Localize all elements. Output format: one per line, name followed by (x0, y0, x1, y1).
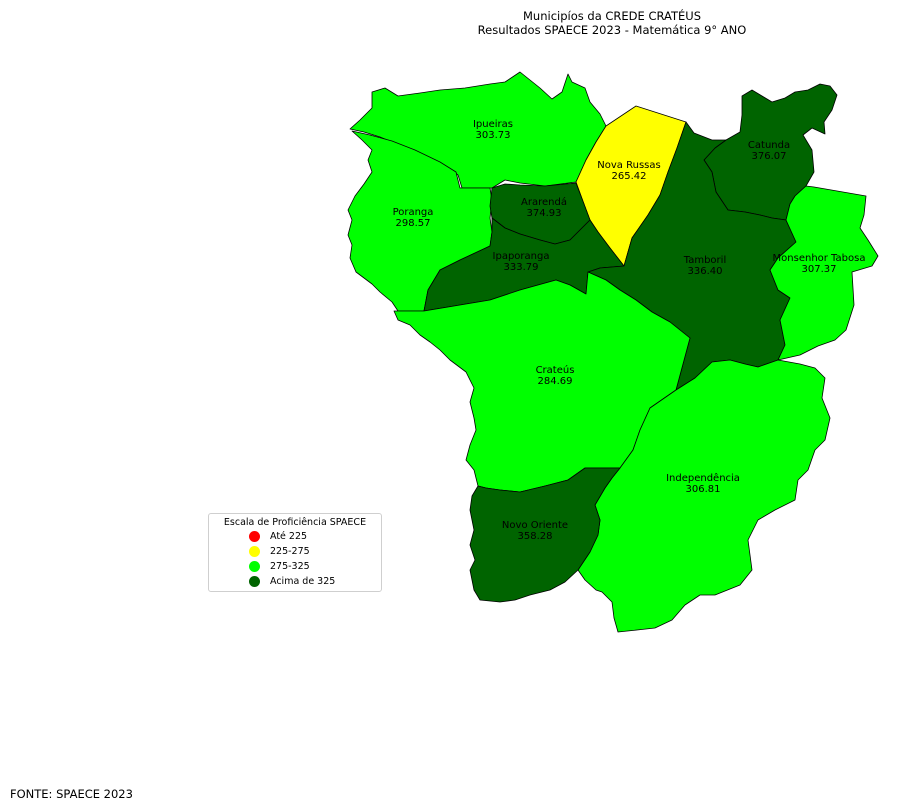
region-value-novo-oriente: 358.28 (518, 531, 553, 542)
map-title-line-2: Resultados SPAECE 2023 - Matemática 9° A… (477, 23, 747, 37)
legend-title: Escala de Proficiência SPAECE (223, 517, 367, 528)
region-name-monsenhor-tabosa: Monsenhor Tabosa (773, 253, 866, 264)
legend-item-acima-325: Acima de 325 (213, 574, 377, 589)
region-name-ararenda: Ararendá (521, 196, 567, 208)
region-value-monsenhor-tabosa: 307.37 (802, 264, 837, 275)
legend-item-275-325: 275-325 (213, 559, 377, 574)
region-value-ipueiras: 303.73 (476, 130, 511, 141)
region-value-poranga: 298.57 (396, 218, 431, 229)
legend-dot-icon (249, 546, 260, 557)
map-title-line-1: Municipíos da CREDE CRATÉUS (523, 9, 701, 23)
region-name-independencia: Independência (666, 472, 740, 484)
legend-item-225-275: 225-275 (213, 544, 377, 559)
legend: Escala de Proficiência SPAECE Até 225 22… (208, 513, 382, 592)
region-value-ararenda: 374.93 (527, 208, 562, 219)
region-name-tamboril: Tamboril (683, 255, 726, 266)
legend-dot-icon (249, 576, 260, 587)
region-value-nova-russas: 265.42 (612, 171, 647, 182)
region-name-novo-oriente: Novo Oriente (502, 520, 568, 531)
region-name-ipaporanga: Ipaporanga (493, 251, 550, 262)
legend-dot-icon (249, 561, 260, 572)
map-title: Municipíos da CREDE CRATÉUS Resultados S… (412, 9, 812, 37)
region-monsenhor-tabosa (769, 185, 879, 361)
legend-item-label: Até 225 (270, 531, 308, 542)
region-name-ipueiras: Ipueiras (473, 119, 513, 130)
region-name-nova-russas: Nova Russas (597, 160, 660, 171)
region-value-independencia: 306.81 (686, 484, 721, 495)
legend-item-label: Acima de 325 (270, 576, 336, 587)
region-novo-oriente (469, 467, 621, 603)
region-value-ipaporanga: 333.79 (504, 262, 539, 273)
legend-item-ate-225: Até 225 (213, 529, 377, 544)
region-value-tamboril: 336.40 (688, 266, 723, 277)
region-name-crateus: Crateús (536, 364, 575, 376)
legend-dot-icon (249, 531, 260, 542)
region-independencia (577, 359, 831, 633)
region-name-catunda: Catunda (748, 140, 790, 151)
legend-item-label: 225-275 (270, 546, 310, 557)
source-note: FONTE: SPAECE 2023 (10, 787, 133, 801)
legend-item-label: 275-325 (270, 561, 310, 572)
region-value-catunda: 376.07 (752, 151, 787, 162)
region-value-crateus: 284.69 (538, 376, 573, 387)
region-name-poranga: Poranga (393, 207, 434, 218)
